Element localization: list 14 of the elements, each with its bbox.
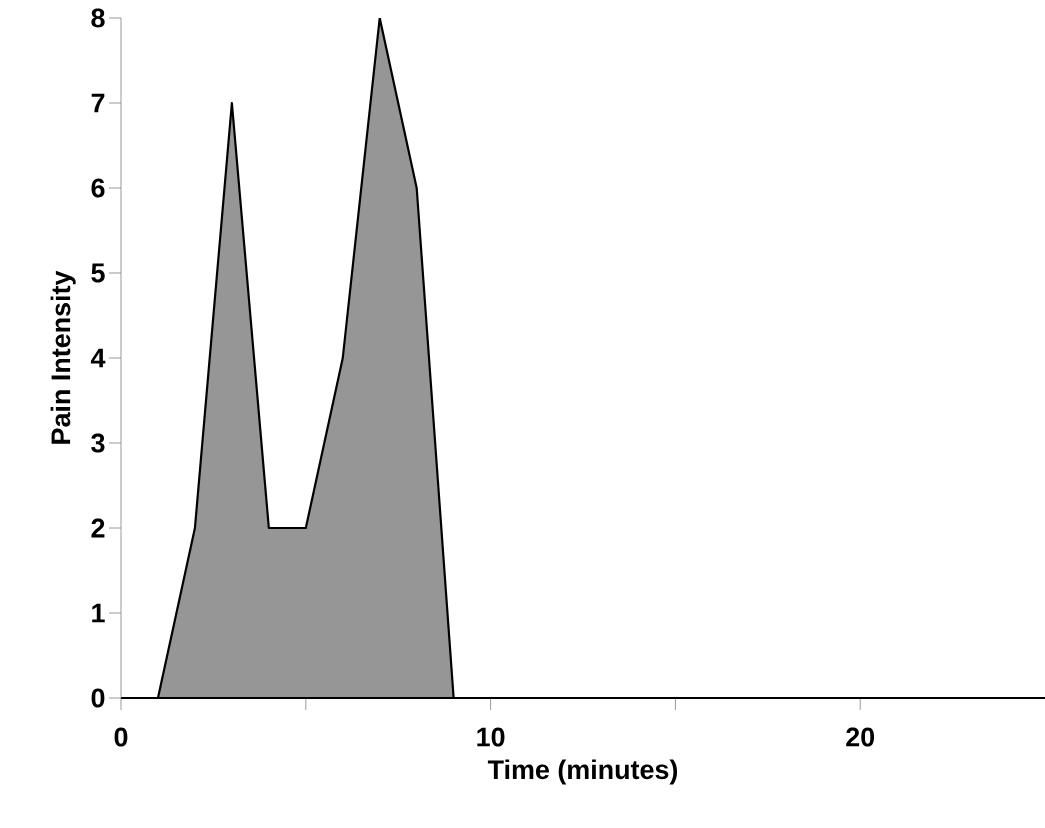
y-tick-label: 5 <box>91 263 105 283</box>
y-tick-label: 8 <box>91 8 105 28</box>
y-tick-label: 7 <box>91 93 105 113</box>
x-tick-label: 0 <box>114 727 128 747</box>
y-axis-title: Pain Intensity <box>50 270 76 444</box>
x-axis-title: Time (minutes) <box>487 759 678 785</box>
y-tick-label: 0 <box>91 688 105 708</box>
y-tick-label: 3 <box>91 433 105 453</box>
y-tick-label: 1 <box>92 603 105 623</box>
x-tick-label: 10 <box>477 727 505 747</box>
y-tick-label: 2 <box>91 518 105 538</box>
y-tick-label: 6 <box>91 178 105 198</box>
x-tick-label: 20 <box>846 727 875 747</box>
y-tick-label: 4 <box>90 348 106 368</box>
